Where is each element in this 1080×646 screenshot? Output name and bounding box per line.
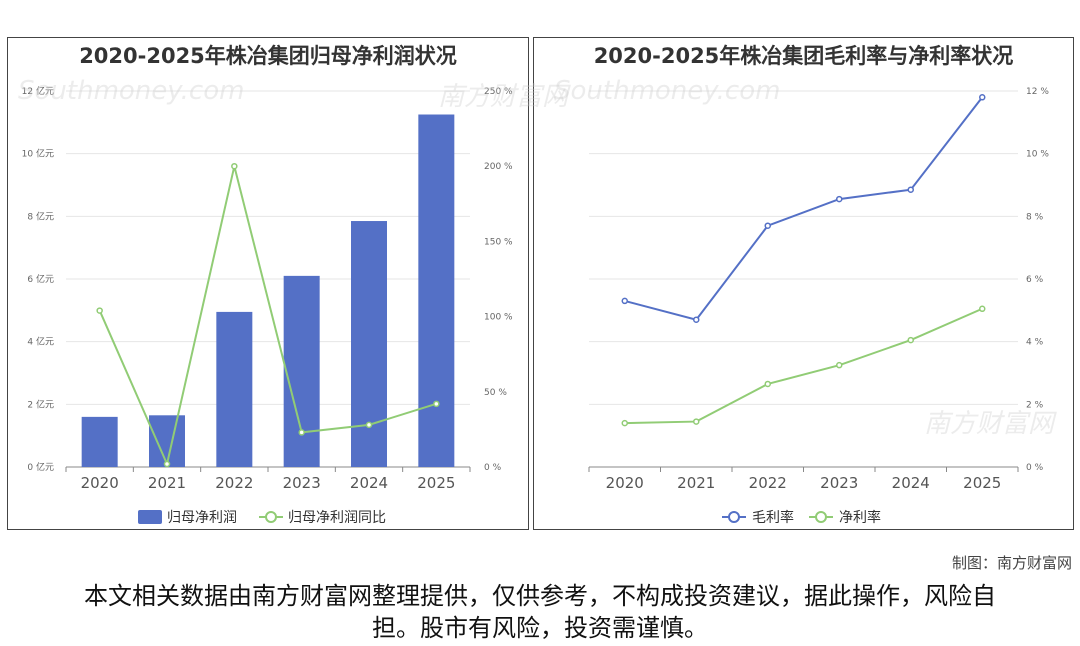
point-yoy-2020 [96,307,103,314]
y2-tick-label: 150 % [484,237,513,247]
y-tick-label: 6 亿元 [27,273,54,285]
bar-2022 [216,311,253,467]
point-0-2022 [764,222,771,229]
x-tick-label: 2020 [606,474,644,492]
y2-tick-label: 2 % [1026,400,1044,410]
y2-tick-label: 100 % [484,313,513,323]
y2-tick-label: 6 % [1026,275,1044,285]
x-tick-label: 2025 [417,474,455,492]
y-tick-label: 2 亿元 [27,398,54,410]
y-tick-label: 10 亿元 [22,148,54,160]
legend-label: 归母净利润 [167,509,237,526]
point-0-2021 [693,316,700,323]
chart-left-panel: 2020-2025年株冶集团归母净利润状况 Southmoney.com 南方财… [7,37,568,530]
x-tick-label: 2023 [820,474,858,492]
series-line-yoy [98,165,437,468]
chart-right-panel: 2020-2025年株冶集团毛利率与净利率状况 Southmoney.com 南… [533,37,1074,530]
point-0-2024 [907,186,914,193]
point-1-2023 [836,361,843,369]
legend-label: 归母净利润同比 [288,509,386,526]
x-tick-label: 2025 [963,474,1001,492]
x-tick-label: 2022 [215,474,253,492]
series-line-0 [624,96,984,321]
x-tick-label: 2021 [677,474,715,492]
y-tick-label: 0 亿元 [27,461,54,473]
x-tick-label: 2022 [749,474,787,492]
point-yoy-2021 [163,460,171,468]
point-yoy-2025 [433,400,440,408]
y2-tick-label: 4 % [1026,338,1044,348]
x-tick-label: 2021 [148,474,186,492]
point-1-2022 [764,380,771,388]
point-1-2021 [693,418,700,425]
y2-tick-label: 8 % [1026,212,1044,222]
legend-label: 净利率 [839,509,881,526]
series-line-1 [624,307,983,425]
disclaimer-text: 本文相关数据由南方财富网整理提供，仅供参考，不构成投资建议，据此操作，风险自担。… [84,582,996,642]
point-1-2020 [621,419,628,427]
y2-tick-label: 0 % [1026,463,1044,473]
y2-tick-label: 12 % [1026,87,1049,97]
chart-credit: 制图：南方财富网 [951,554,1072,572]
point-yoy-2024 [365,421,373,429]
legend-swatch-marker [815,511,827,523]
x-tick-label: 2024 [892,474,930,492]
chart-right-svg: 0 % 2 % 4 % 6 % 8 % 10 % 12 % 2020 2021 2022 2023 2… [588,87,1049,526]
legend-swatch-marker [728,511,740,523]
legend-swatch-bar [138,510,162,524]
y-tick-label: 8 亿元 [27,210,54,222]
point-0-2023 [836,195,843,203]
y2-tick-label: 10 % [1026,150,1049,160]
chart-left-svg: 0 亿元 2 亿元 4 亿元 6 亿元 8 亿元 10 亿元 12 亿元 0 % 50 % 100… [22,85,513,526]
legend-swatch-marker [265,511,277,523]
y2-tick-label: 250 % [484,87,513,97]
bar-2023 [283,275,320,467]
x-tick-label: 2020 [81,474,119,492]
y2-tick-label: 50 % [484,388,507,398]
bar-2020 [81,416,118,467]
y-tick-label: 12 亿元 [22,85,54,97]
bar-2021 [149,415,185,467]
point-yoy-2022 [231,162,238,170]
y2-tick-label: 0 % [484,463,502,473]
x-tick-label: 2024 [350,474,388,492]
chart-right-title: 2020-2025年株冶集团毛利率与净利率状况 [593,44,1014,68]
point-yoy-2023 [298,429,305,436]
point-1-2024 [907,336,914,344]
point-1-2025 [979,305,986,313]
y2-tick-label: 200 % [484,162,513,172]
chart-left-title: 2020-2025年株冶集团归母净利润状况 [79,44,457,68]
point-0-2025 [979,94,986,101]
legend-label: 毛利率 [752,509,794,526]
bar-2024 [351,221,387,467]
x-tick-label: 2023 [283,474,321,492]
y-tick-label: 4 亿元 [27,336,54,348]
point-0-2020 [621,297,628,305]
bar-2025 [418,114,455,467]
